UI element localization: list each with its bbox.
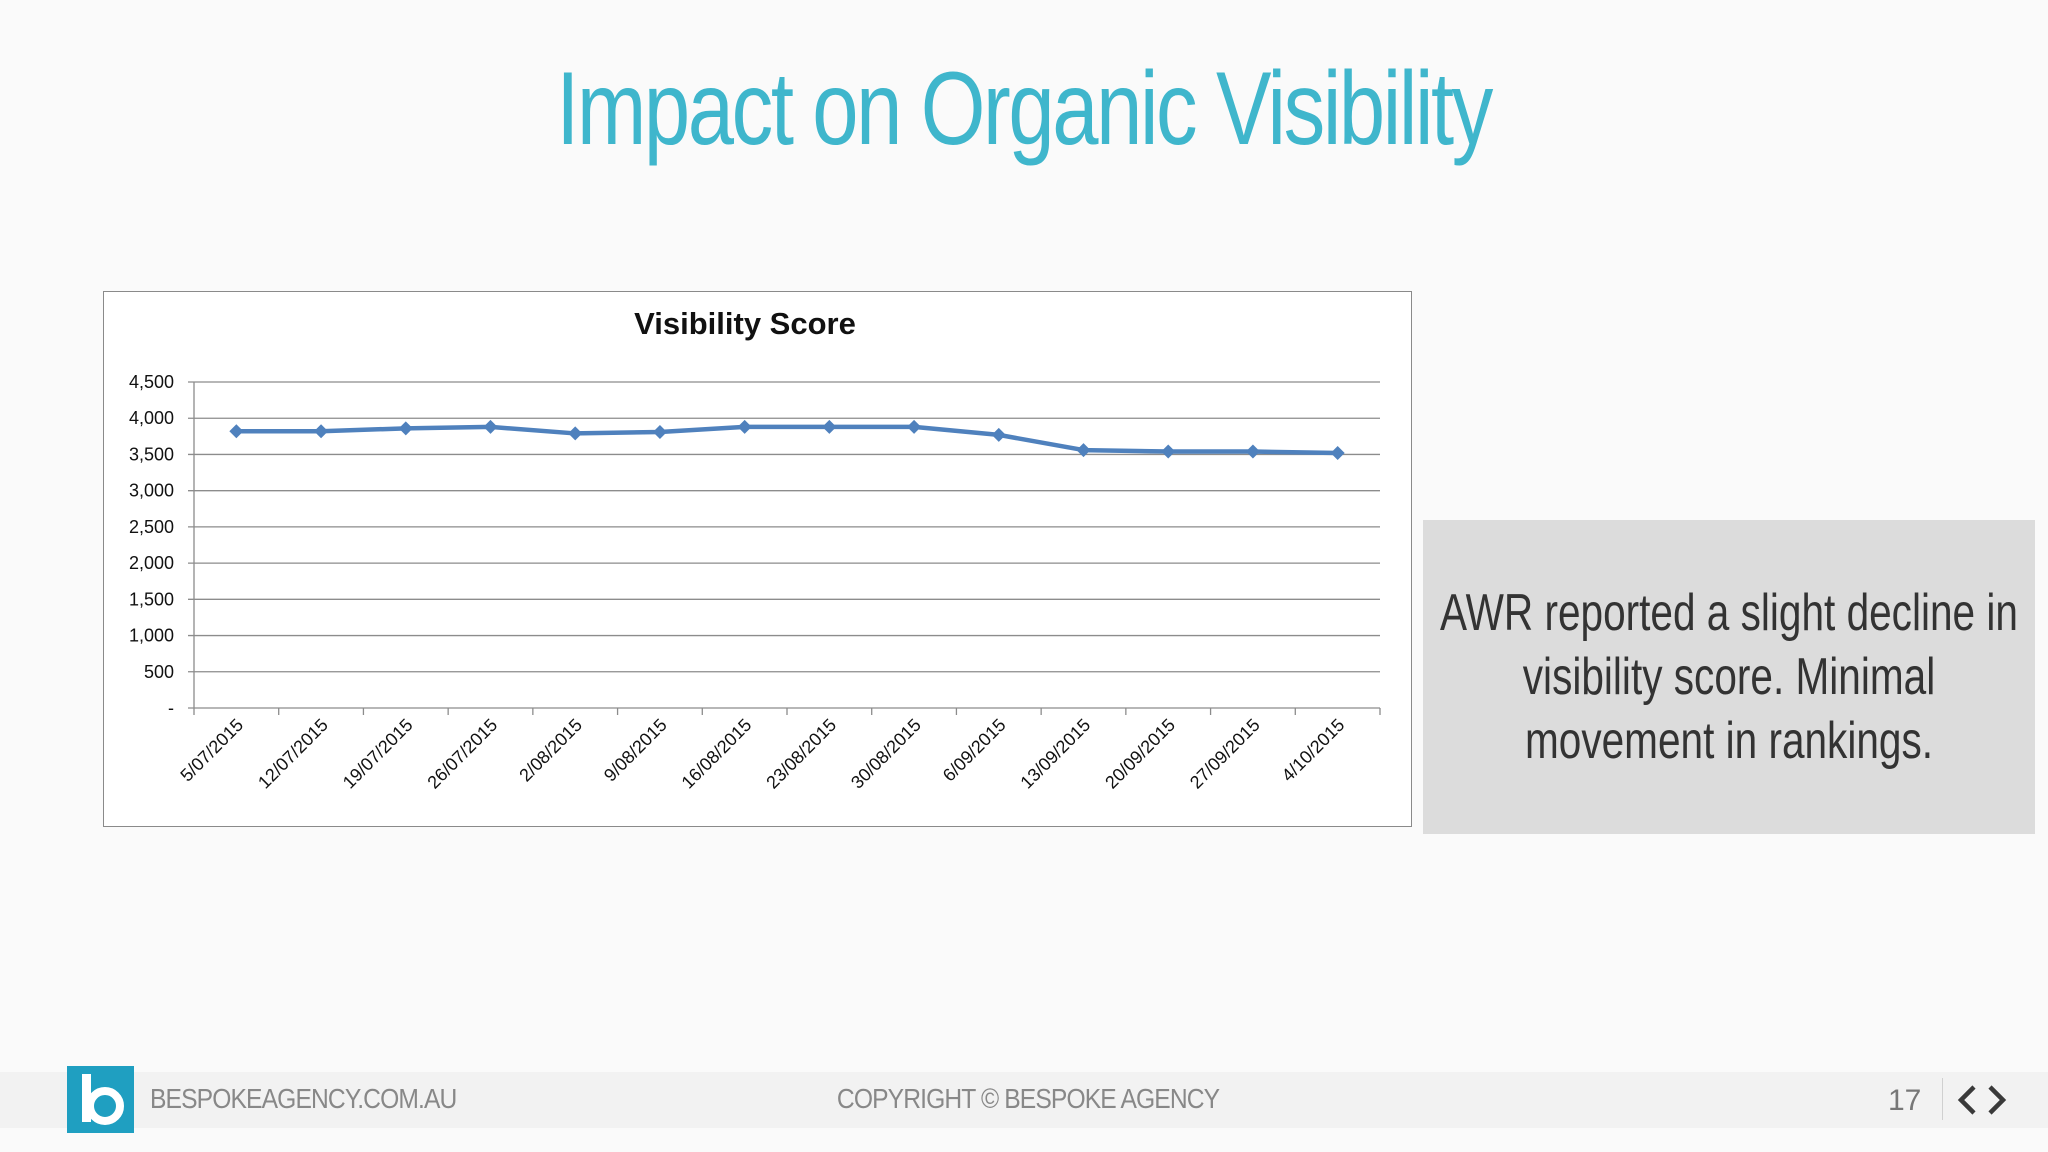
slide-title: Impact on Organic Visibility [556, 51, 1493, 167]
y-tick-label: 3,500 [129, 444, 174, 464]
series-line [236, 424, 1338, 456]
y-tick-label: 4,500 [129, 372, 174, 392]
x-tick-label: 2/08/2015 [515, 715, 586, 786]
y-tick-label: 2,000 [129, 553, 174, 573]
data-point [737, 419, 752, 434]
y-tick-label: - [168, 698, 174, 718]
data-point [1245, 444, 1260, 459]
x-tick-label: 23/08/2015 [762, 715, 840, 793]
data-point [568, 426, 583, 441]
x-tick-label: 27/09/2015 [1186, 715, 1264, 793]
bespoke-b-logo-icon[interactable] [67, 1066, 134, 1133]
y-tick-label: 2,500 [129, 517, 174, 537]
x-tick-label: 13/09/2015 [1016, 715, 1094, 793]
x-tick-label: 20/09/2015 [1101, 715, 1179, 793]
x-tick-label: 6/09/2015 [939, 715, 1010, 786]
y-tick-label: 500 [144, 662, 174, 682]
y-tick-label: 3,000 [129, 481, 174, 501]
footer-website[interactable]: BESPOKEAGENCY.COM.AU [150, 1083, 457, 1114]
data-point [314, 424, 329, 439]
data-point [991, 427, 1006, 442]
chevron-left-icon[interactable] [1955, 1083, 1979, 1117]
x-tick-label: 5/07/2015 [176, 715, 247, 786]
x-tick-label: 9/08/2015 [600, 715, 671, 786]
page-number: 17 [1888, 1084, 1922, 1117]
visibility-chart: Visibility Score - 500 1,000 1,500 2,000 2,500… [103, 291, 1412, 827]
data-point [907, 419, 922, 434]
chart-svg: Visibility Score - 500 1,000 1,500 2,000 2,500… [129, 306, 1381, 793]
data-point [229, 424, 244, 439]
note-text: AWR reported a slight decline in visibil… [1440, 584, 2018, 770]
x-tick-label: 4/10/2015 [1278, 715, 1349, 786]
data-point [1330, 445, 1345, 460]
footer-bar [0, 1072, 2048, 1128]
data-point [398, 421, 413, 436]
data-point [652, 424, 667, 439]
x-tick-label: 30/08/2015 [847, 715, 925, 793]
y-tick-label: 4,000 [129, 408, 174, 428]
note-box: AWR reported a slight decline in visibil… [1423, 520, 2035, 834]
data-point [1161, 444, 1176, 459]
nav-divider [1942, 1078, 1943, 1120]
data-point [822, 419, 837, 434]
y-tick-label: 1,000 [129, 626, 174, 646]
chart-title: Visibility Score [634, 306, 856, 341]
data-point [1076, 443, 1091, 458]
x-tick-label: 26/07/2015 [423, 715, 501, 793]
x-tick-label: 12/07/2015 [254, 715, 332, 793]
x-tick-label: 16/08/2015 [678, 715, 756, 793]
chevron-right-icon[interactable] [1985, 1083, 2009, 1117]
y-tick-label: 1,500 [129, 589, 174, 609]
x-tick-label: 19/07/2015 [339, 715, 417, 793]
footer-copyright: COPYRIGHT © BESPOKE AGENCY [836, 1083, 1220, 1114]
data-point [483, 419, 498, 434]
